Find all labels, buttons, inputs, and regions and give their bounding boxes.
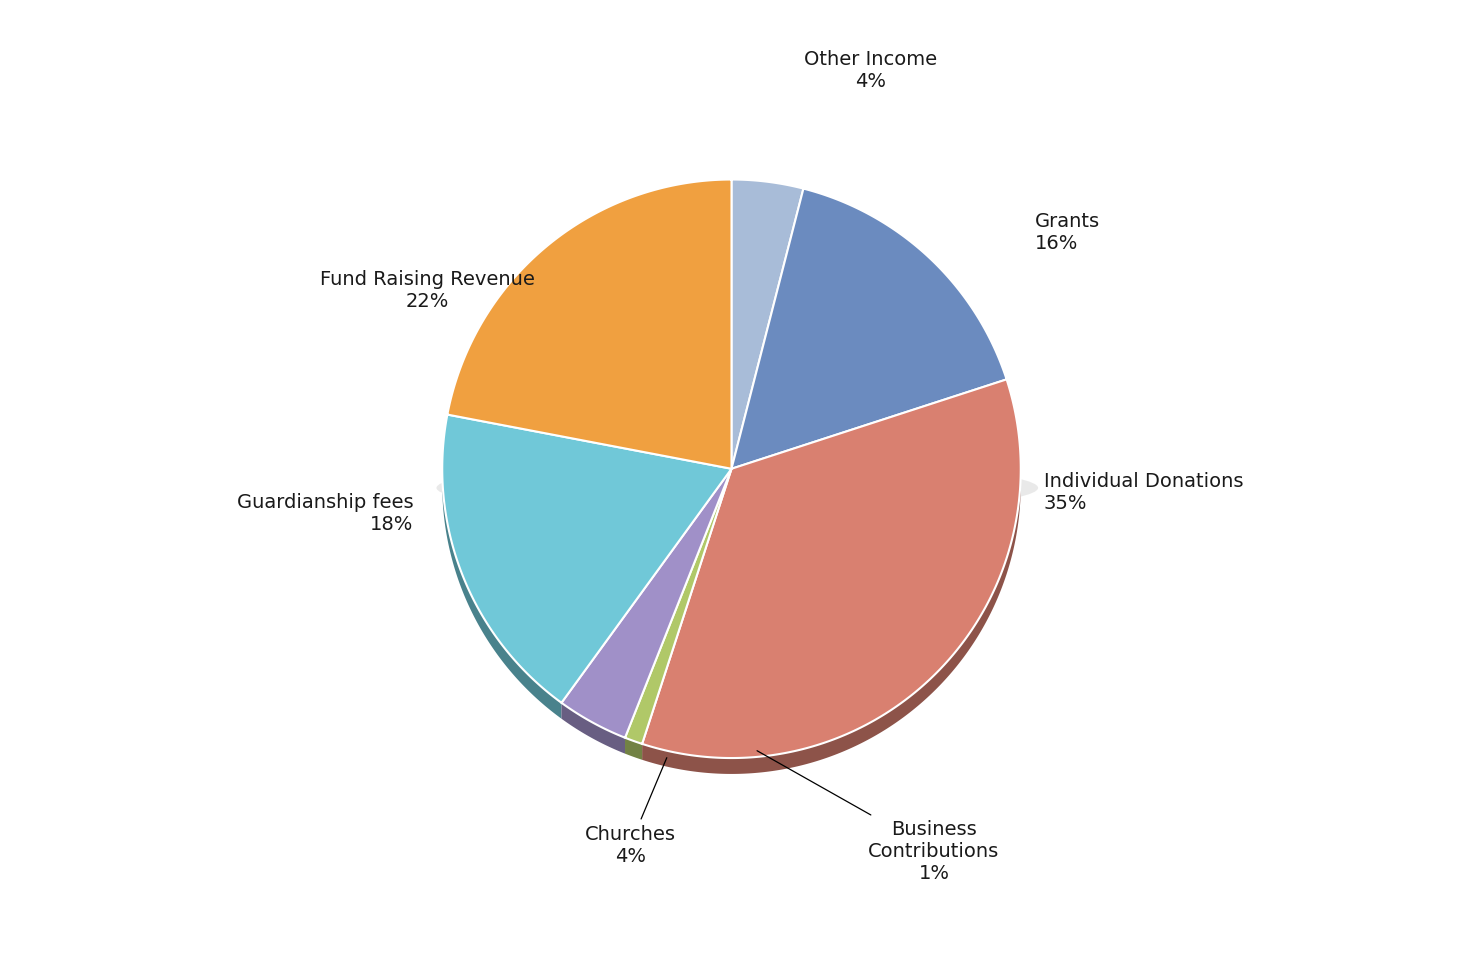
Polygon shape (625, 469, 732, 744)
Text: Fund Raising Revenue
22%: Fund Raising Revenue 22% (320, 270, 535, 311)
Polygon shape (448, 180, 732, 469)
Polygon shape (442, 456, 562, 719)
Polygon shape (625, 738, 642, 760)
Text: Churches
4%: Churches 4% (585, 758, 676, 865)
Polygon shape (642, 380, 1021, 759)
Polygon shape (732, 190, 1007, 469)
Polygon shape (562, 469, 732, 738)
Polygon shape (732, 180, 803, 469)
Text: Guardianship fees
18%: Guardianship fees 18% (237, 492, 414, 533)
Text: Business
Contributions
1%: Business Contributions 1% (756, 751, 999, 882)
Ellipse shape (436, 462, 1039, 515)
Text: Grants
16%: Grants 16% (1036, 212, 1100, 253)
Text: Other Income
4%: Other Income 4% (803, 50, 936, 91)
Text: Individual Donations
35%: Individual Donations 35% (1045, 472, 1244, 513)
Polygon shape (442, 416, 732, 703)
Polygon shape (562, 703, 625, 754)
Polygon shape (642, 455, 1021, 774)
